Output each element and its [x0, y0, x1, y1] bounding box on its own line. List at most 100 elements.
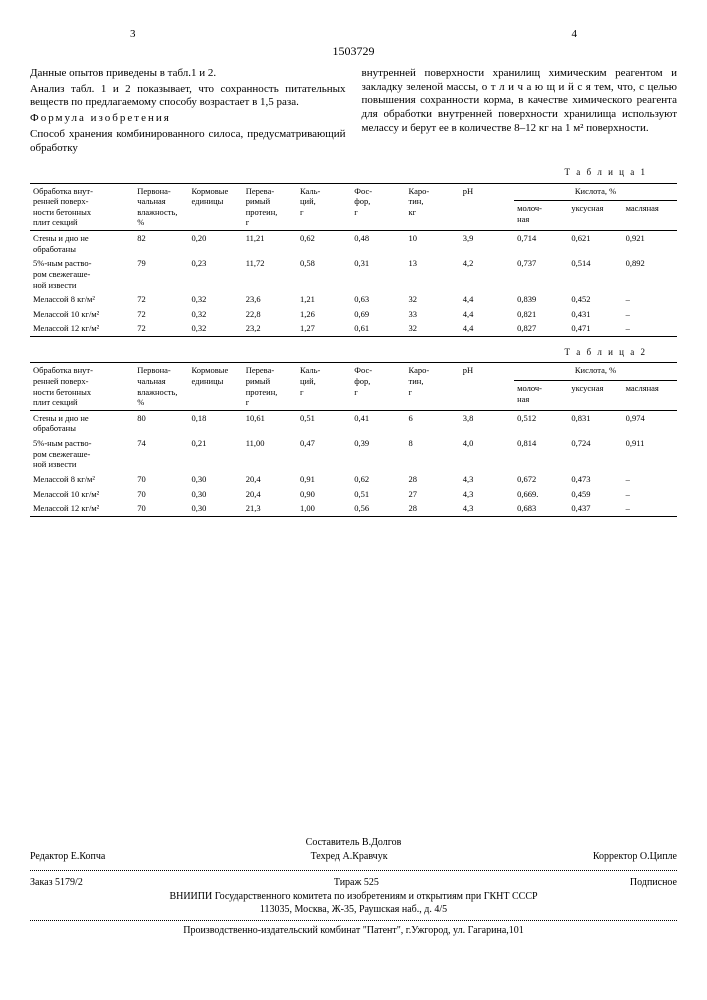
text-columns: Данные опытов приведены в табл.1 и 2. Ан… [30, 67, 677, 158]
addr1: 113035, Москва, Ж-35, Раушская наб., д. … [30, 904, 677, 917]
cell: 72 [134, 292, 188, 307]
table1-caption: Т а б л и ц а 1 [30, 167, 647, 178]
th: Первона-чальнаявлажность,% [134, 363, 188, 411]
cell: 21,3 [243, 501, 297, 516]
cell: 0,714 [514, 231, 568, 257]
cell: 0,23 [188, 256, 242, 292]
cell: Стены и дно не обработаны [30, 231, 134, 257]
table-row: Стены и дно не обработаны820,2011,210,62… [30, 231, 677, 257]
cell: 1,00 [297, 501, 351, 516]
cell: 4,4 [460, 307, 514, 322]
page-numbers: 3 4 [30, 28, 677, 44]
th: Кормовыеединицы [188, 363, 242, 411]
cell: 0,21 [188, 436, 242, 472]
cell: 8 [406, 436, 460, 472]
para: Анализ табл. 1 и 2 показывает, что сохра… [30, 83, 346, 111]
cell: 0,831 [568, 410, 622, 436]
th: молоч-ная [514, 380, 568, 410]
table-1: Обработка внут-ренней поверх-ности бетон… [30, 183, 677, 338]
cell: 0,514 [568, 256, 622, 292]
cell: 0,62 [351, 472, 405, 487]
left-page-num: 3 [130, 28, 136, 42]
cell: 27 [406, 487, 460, 502]
cell: 0,30 [188, 487, 242, 502]
table-row: Стены и дно не обработаны800,1810,610,51… [30, 410, 677, 436]
table-row: Мелассой 8 кг/м²720,3223,61,210,63324,40… [30, 292, 677, 307]
para: Данные опытов приведены в табл.1 и 2. [30, 67, 346, 81]
cell: 0,683 [514, 501, 568, 516]
cell: 3,9 [460, 231, 514, 257]
cell: 70 [134, 472, 188, 487]
cell: 20,4 [243, 487, 297, 502]
cell: 1,27 [297, 321, 351, 336]
cell: 0,32 [188, 292, 242, 307]
cell: 0,974 [623, 410, 677, 436]
th: масляная [623, 201, 677, 231]
cell: 4,3 [460, 487, 514, 502]
left-column: Данные опытов приведены в табл.1 и 2. Ан… [30, 67, 346, 158]
table-row: Мелассой 10 кг/м²720,3222,81,260,69334,4… [30, 307, 677, 322]
th: Каль-ций,г [297, 363, 351, 411]
cell: Мелассой 8 кг/м² [30, 472, 134, 487]
cell: – [623, 472, 677, 487]
th: Кислота, % [514, 363, 677, 381]
cell: 0,51 [297, 410, 351, 436]
document-number: 1503729 [30, 44, 677, 59]
cell: 5%-ным раство-ром свежегаше-ной извести [30, 436, 134, 472]
cell: 0,41 [351, 410, 405, 436]
cell: 11,21 [243, 231, 297, 257]
cell: 13 [406, 256, 460, 292]
th: Каро-тин,г [406, 363, 460, 411]
cell: 0,30 [188, 472, 242, 487]
footer: Составитель В.Долгов Редактор Е.Копча Те… [30, 837, 677, 938]
th: масляная [623, 380, 677, 410]
cell: 10,61 [243, 410, 297, 436]
table-row: Мелассой 12 кг/м²720,3223,21,270,61324,4… [30, 321, 677, 336]
table-row: Мелассой 12 кг/м²700,3021,31,000,56284,3… [30, 501, 677, 516]
cell: 0,47 [297, 436, 351, 472]
cell: 0,459 [568, 487, 622, 502]
th: Первона-чальнаявлажность,% [134, 183, 188, 231]
th: уксусная [568, 201, 622, 231]
cell: – [623, 487, 677, 502]
corrector: Корректор О.Ципле [593, 851, 677, 864]
cell: 0,737 [514, 256, 568, 292]
cell: 80 [134, 410, 188, 436]
cell: 0,827 [514, 321, 568, 336]
cell: 33 [406, 307, 460, 322]
cell: 1,26 [297, 307, 351, 322]
cell: 0,32 [188, 307, 242, 322]
cell: 70 [134, 501, 188, 516]
cell: 32 [406, 292, 460, 307]
cell: Мелассой 12 кг/м² [30, 321, 134, 336]
cell: 11,72 [243, 256, 297, 292]
order: Заказ 5179/2 [30, 877, 83, 890]
cell: 0,921 [623, 231, 677, 257]
cell: 0,90 [297, 487, 351, 502]
cell: 20,4 [243, 472, 297, 487]
cell: 28 [406, 501, 460, 516]
cell: 6 [406, 410, 460, 436]
cell: 0,63 [351, 292, 405, 307]
cell: 0,91 [297, 472, 351, 487]
th: Кормовыеединицы [188, 183, 242, 231]
cell: 4,0 [460, 436, 514, 472]
cell: 4,4 [460, 292, 514, 307]
cell: 0,473 [568, 472, 622, 487]
cell: 0,18 [188, 410, 242, 436]
tirage: Тираж 525 [334, 877, 379, 890]
cell: 11,00 [243, 436, 297, 472]
izdat: Производственно-издательский комбинат "П… [30, 925, 677, 938]
cell: 0,58 [297, 256, 351, 292]
cell: 0,669. [514, 487, 568, 502]
th: Перева-римыйпротеин,г [243, 183, 297, 231]
th: pH [460, 363, 514, 411]
cell: 82 [134, 231, 188, 257]
cell: 0,69 [351, 307, 405, 322]
cell: 0,911 [623, 436, 677, 472]
cell: Мелассой 8 кг/м² [30, 292, 134, 307]
cell: 22,8 [243, 307, 297, 322]
cell: 0,62 [297, 231, 351, 257]
th: Перева-римыйпротеин,г [243, 363, 297, 411]
cell: 4,3 [460, 501, 514, 516]
